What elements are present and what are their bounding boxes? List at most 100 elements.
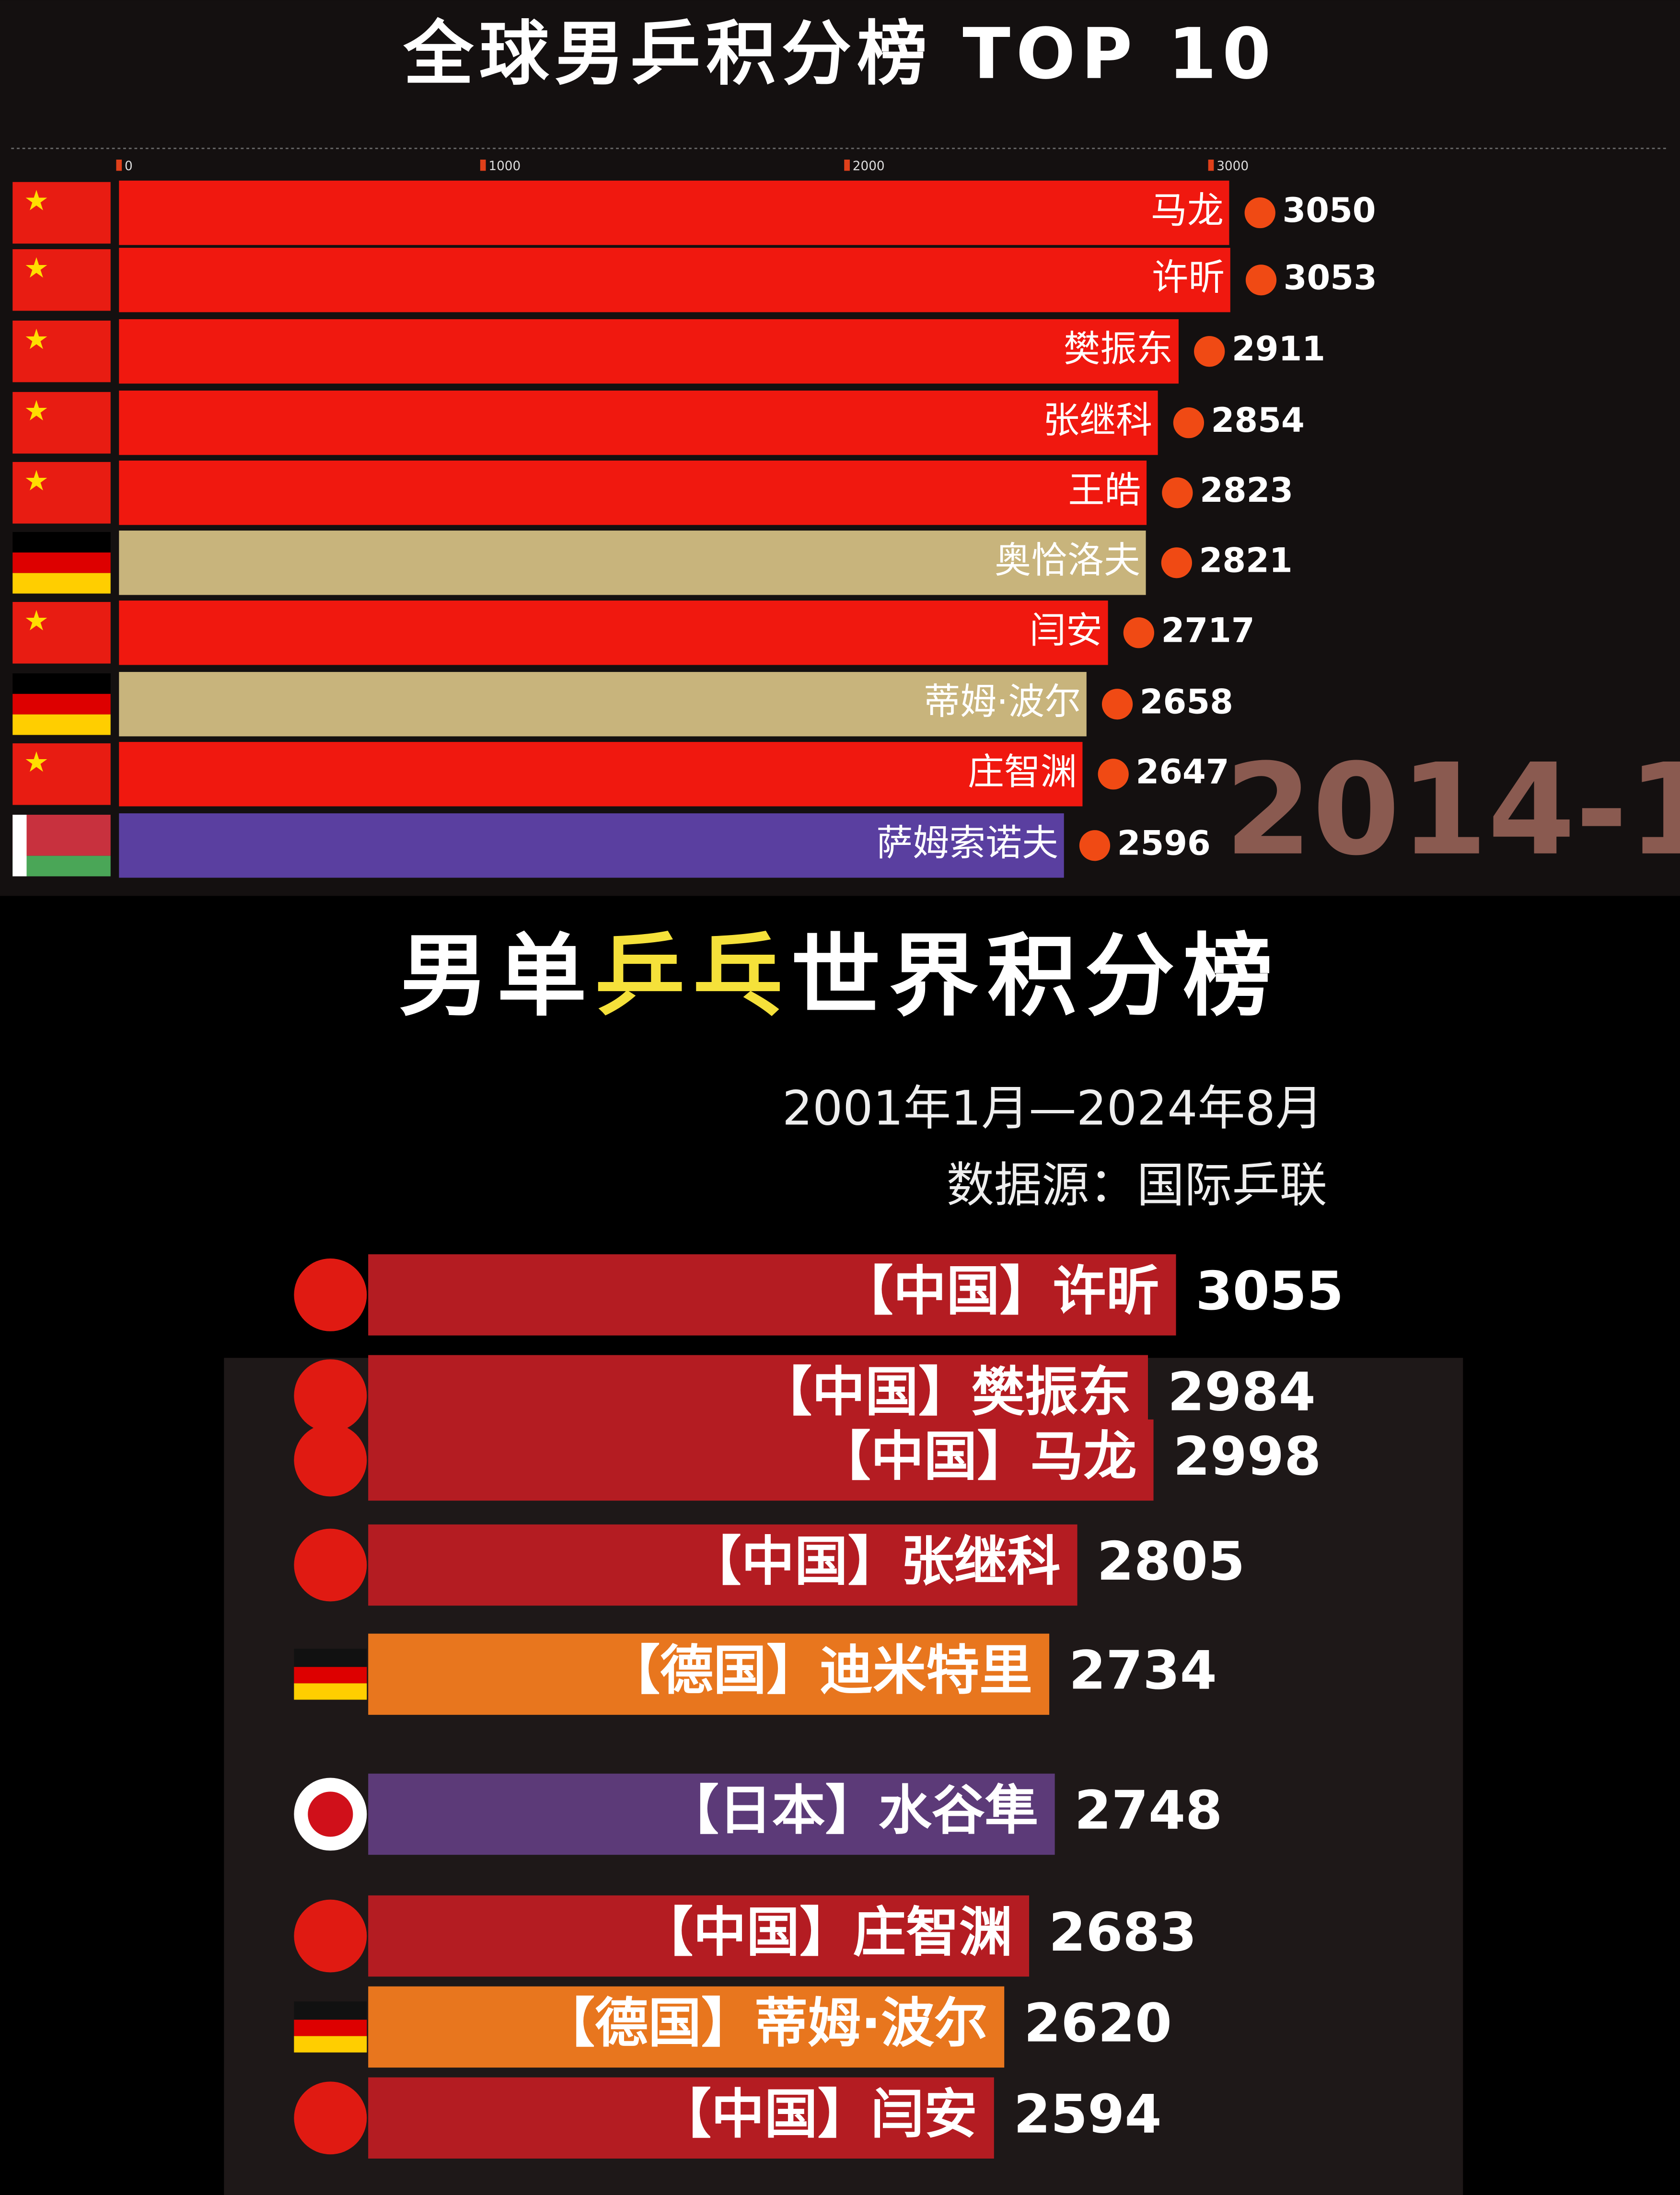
- bar: [119, 248, 1230, 312]
- value-label: 2821: [1199, 541, 1293, 580]
- bar-label: 【中国】庄智渊: [640, 1902, 1012, 1964]
- bar-label: 庄智渊: [968, 751, 1077, 793]
- bar: [119, 672, 1087, 737]
- flag: [12, 673, 111, 694]
- bar-label: 马龙: [1151, 189, 1224, 231]
- bar: [119, 319, 1179, 384]
- flag: [12, 320, 111, 382]
- bar-label: 【中国】张继科: [688, 1531, 1061, 1593]
- x-tick-label: 2000: [853, 159, 885, 173]
- value-label: 2823: [1200, 471, 1293, 510]
- icon: [1194, 336, 1225, 367]
- bar: [368, 1986, 1005, 2068]
- flag: [294, 1683, 367, 1700]
- flag: [12, 552, 111, 573]
- flag: [294, 1649, 367, 1667]
- bar: [119, 601, 1108, 665]
- source: 数据源：国际乒联: [947, 1158, 1327, 1213]
- title-part: 乒乓: [595, 924, 791, 1029]
- flag: [294, 1359, 367, 1433]
- icon: [1101, 689, 1133, 720]
- bar: [119, 813, 1064, 878]
- flag: [294, 1899, 367, 1973]
- flag: [294, 2036, 367, 2053]
- flag: [294, 2001, 367, 2020]
- chart-title: 男单乒乓世界积分榜: [399, 924, 1281, 1029]
- bar: [368, 1419, 1154, 1501]
- flag: [12, 249, 111, 311]
- flag-star: ★: [24, 185, 49, 217]
- flag: [294, 2020, 367, 2036]
- bar-label: 【德国】迪米特里: [607, 1640, 1032, 1702]
- bar: [119, 742, 1083, 807]
- icon: [1245, 265, 1277, 296]
- flag: [12, 814, 111, 856]
- flag: [294, 1667, 367, 1684]
- flag: [12, 531, 111, 553]
- flag: [12, 743, 111, 805]
- bar: [119, 390, 1158, 455]
- value-label: 2620: [1024, 1993, 1172, 2055]
- title-part: 男单: [399, 924, 595, 1029]
- x-tick-label: 1000: [488, 159, 521, 173]
- bar: [119, 180, 1229, 245]
- bar: [368, 1524, 1078, 1606]
- icon: [1098, 759, 1129, 790]
- title-part: 世界积分榜: [791, 924, 1281, 1029]
- icon: [1161, 547, 1192, 578]
- value-label: 2647: [1135, 752, 1229, 791]
- x-tick-label: 0: [125, 159, 133, 173]
- bar: [119, 531, 1146, 595]
- bar-label: 【中国】樊振东: [759, 1361, 1131, 1423]
- value-label: 2984: [1168, 1361, 1316, 1423]
- bar-label: 蒂姆·波尔: [924, 681, 1081, 723]
- value-label: 3053: [1284, 258, 1377, 297]
- value-label: 2683: [1049, 1902, 1197, 1964]
- x-tick-label: 3000: [1217, 159, 1249, 173]
- value-label: 2734: [1069, 1640, 1217, 1702]
- flag: [12, 392, 111, 454]
- bar-label: 张继科: [1043, 399, 1152, 441]
- bar-label: 萨姆索诺夫: [876, 822, 1058, 864]
- flag: [294, 1258, 367, 1331]
- value-label: 2911: [1232, 329, 1325, 369]
- flag: [12, 714, 111, 735]
- bar-label: 许昕: [1152, 256, 1225, 299]
- value-label: 2854: [1211, 401, 1305, 440]
- bar: [368, 1895, 1030, 1977]
- flag: [12, 182, 111, 244]
- bar-label: 奥恰洛夫: [995, 539, 1140, 581]
- flag-star: ★: [24, 604, 49, 637]
- flag: [12, 462, 111, 524]
- flag-star: ★: [24, 394, 49, 427]
- icon: [1079, 830, 1111, 861]
- bar: [368, 2077, 994, 2159]
- value-label: 3055: [1195, 1260, 1344, 1322]
- bar-label: 闫安: [1030, 609, 1102, 651]
- icon: [1244, 197, 1275, 229]
- subtitle: 2001年1月—2024年8月: [782, 1081, 1323, 1136]
- value-label: 2805: [1097, 1531, 1245, 1593]
- bar-label: 樊振东: [1064, 328, 1173, 370]
- bar: [368, 1254, 1176, 1336]
- value-label: 2594: [1014, 2084, 1162, 2146]
- chart-title: 全球男乒积分榜 TOP 10: [403, 13, 1276, 95]
- flag-star: ★: [24, 464, 49, 497]
- flag: [12, 602, 111, 664]
- icon: [1123, 617, 1154, 648]
- flag: [12, 693, 111, 715]
- bar-label: 【日本】水谷隼: [666, 1780, 1038, 1842]
- flag: [294, 1423, 367, 1497]
- flag: [294, 1528, 367, 1602]
- flag: [12, 573, 111, 594]
- bar: [119, 461, 1147, 525]
- value-label: 3050: [1282, 191, 1376, 230]
- bar-label: 【德国】蒂姆·波尔: [542, 1993, 987, 2055]
- flag-star: ★: [24, 323, 49, 356]
- bar-label: 【中国】闫安: [658, 2084, 977, 2146]
- flag-star: ★: [24, 746, 49, 778]
- value-label: 2998: [1173, 1426, 1321, 1488]
- bar-label: 【中国】许昕: [840, 1260, 1159, 1322]
- value-label: 2748: [1075, 1780, 1223, 1842]
